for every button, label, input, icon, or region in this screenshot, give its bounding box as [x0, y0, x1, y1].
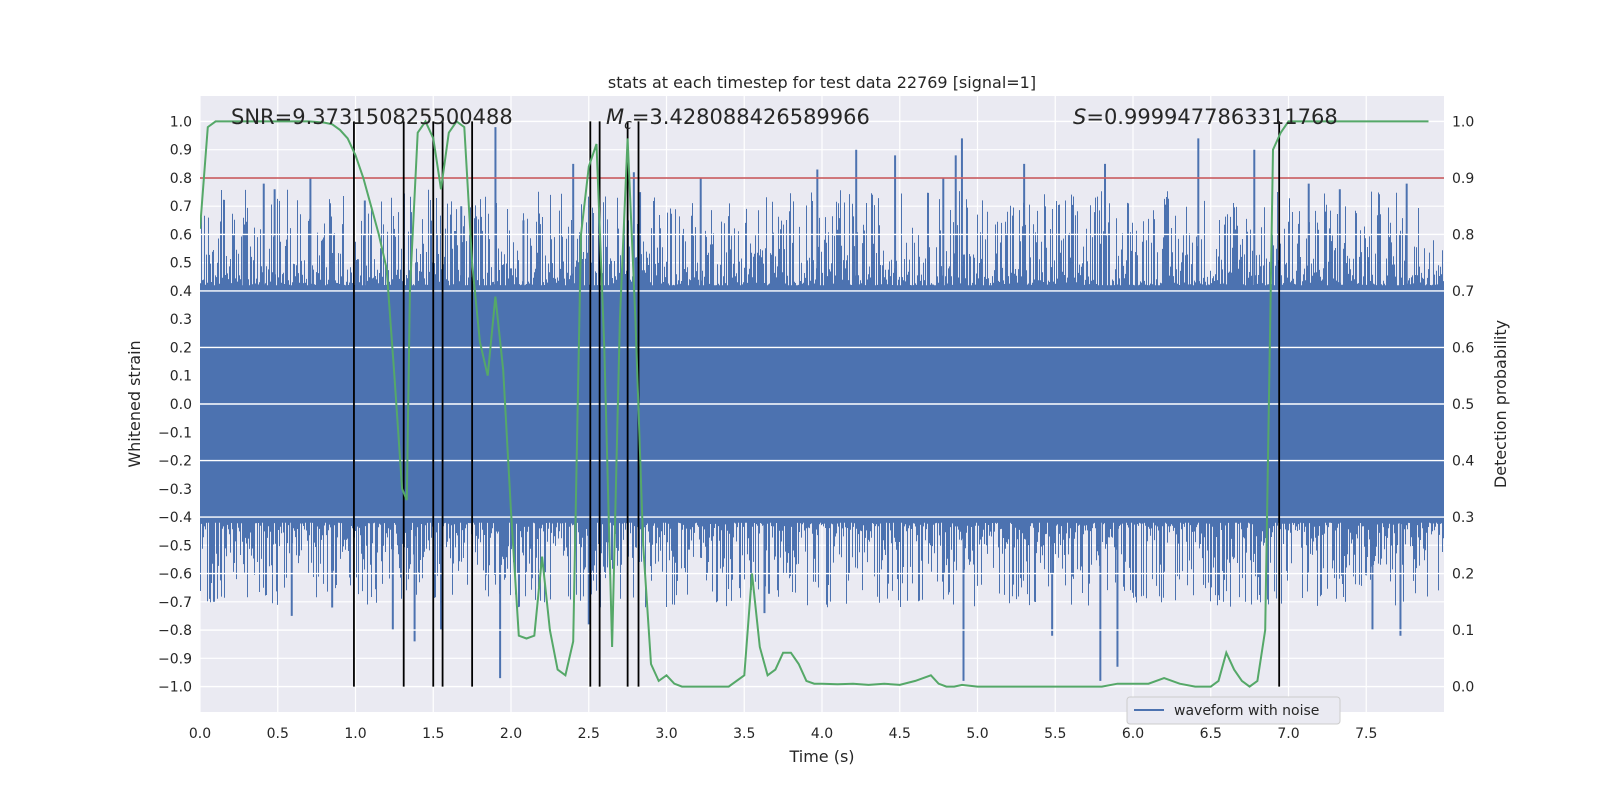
y2-tick-label: 0.6: [1452, 340, 1474, 356]
y2-tick-label: 0.4: [1452, 454, 1474, 470]
x-tick-label: 2.0: [500, 726, 522, 742]
y2-axis-label: Detection probability: [1491, 320, 1510, 488]
s-value: =0.9999477863311768: [1086, 105, 1337, 129]
x-tick-label: 7.0: [1277, 726, 1299, 742]
detection-probability-line: [200, 119, 1429, 688]
legend: waveform with noise: [1126, 696, 1341, 725]
chart-title: stats at each timestep for test data 227…: [608, 73, 1036, 92]
legend-label: waveform with noise: [1174, 703, 1319, 719]
y-tick-label: −0.6: [158, 567, 192, 583]
y-tick-label: −1.0: [158, 680, 192, 696]
y-tick-label: −0.3: [158, 482, 192, 498]
x-tick-label: 3.5: [733, 726, 755, 742]
chirp-mass-annotation: Mc=3.428088426589966: [606, 105, 870, 133]
x-tick-label: 1.0: [344, 726, 366, 742]
y-tick-label: 0.5: [170, 256, 192, 272]
y2-tick-label: 1.0: [1452, 114, 1474, 130]
x-tick-label: 4.5: [889, 726, 911, 742]
y-tick-label: 0.0: [170, 397, 192, 413]
x-tick-label: 5.0: [966, 726, 988, 742]
y-tick-label: 0.8: [170, 171, 192, 187]
x-tick-label: 5.5: [1044, 726, 1066, 742]
y2-tick-label: 0.9: [1452, 171, 1474, 187]
y2-tick-label: 0.7: [1452, 284, 1474, 300]
y-tick-label: −0.4: [158, 510, 192, 526]
y2-tick-label: 0.5: [1452, 397, 1474, 413]
x-tick-label: 0.5: [267, 726, 289, 742]
y-tick-label: 0.6: [170, 227, 192, 243]
x-tick-label: 0.0: [189, 726, 211, 742]
y2-tick-labels: 0.0 0.1 0.2 0.3 0.4 0.5 0.6 0.7 0.8 0.9 1.0: [1452, 114, 1474, 695]
y-tick-labels: 1.0 0.9 0.8 0.7 0.6 0.5 0.4 0.3 0.2 0.1 0.0 −0.1 −0.…: [158, 114, 192, 695]
x-tick-label: 7.5: [1355, 726, 1377, 742]
y2-tick-label: 0.2: [1452, 567, 1474, 583]
y-axis-label: Whitened strain: [125, 340, 144, 467]
x-tick-label: 6.5: [1200, 726, 1222, 742]
x-tick-label: 1.5: [422, 726, 444, 742]
legend-box: [1126, 696, 1341, 725]
x-tick-labels: 0.0 0.5 1.0 1.5 2.0 2.5 3.0 3.5 4.0 4.5 5.0 5.5 6.0 6…: [189, 726, 1378, 742]
x-tick-label: 3.0: [655, 726, 677, 742]
y-tick-label: −0.5: [158, 538, 192, 554]
x-tick-label: 2.5: [578, 726, 600, 742]
y-tick-label: −0.9: [158, 651, 192, 667]
s-annotation: S=0.9999477863311768: [1073, 105, 1338, 129]
y-tick-label: −0.7: [158, 595, 192, 611]
y2-tick-label: 0.1: [1452, 623, 1474, 639]
y-tick-label: −0.1: [158, 425, 192, 441]
snr-annotation: SNR=9.373150825500488: [231, 105, 513, 129]
chirp-mass-value: =3.428088426589966: [632, 105, 870, 129]
y2-tick-label: 0.3: [1452, 510, 1474, 526]
y-tick-label: 1.0: [170, 114, 192, 130]
y-tick-label: −0.2: [158, 454, 192, 470]
y-tick-label: 0.3: [170, 312, 192, 328]
y2-tick-label: 0.0: [1452, 680, 1474, 696]
x-tick-label: 4.0: [811, 726, 833, 742]
y-tick-label: 0.1: [170, 369, 192, 385]
y-tick-label: −0.8: [158, 623, 192, 639]
y-tick-label: 0.7: [170, 199, 192, 215]
x-tick-label: 6.0: [1122, 726, 1144, 742]
y-tick-label: 0.9: [170, 143, 192, 159]
x-axis-label: Time (s): [788, 747, 854, 766]
y-tick-label: 0.2: [170, 340, 192, 356]
y-tick-label: 0.4: [170, 284, 192, 300]
y2-tick-label: 0.8: [1452, 227, 1474, 243]
